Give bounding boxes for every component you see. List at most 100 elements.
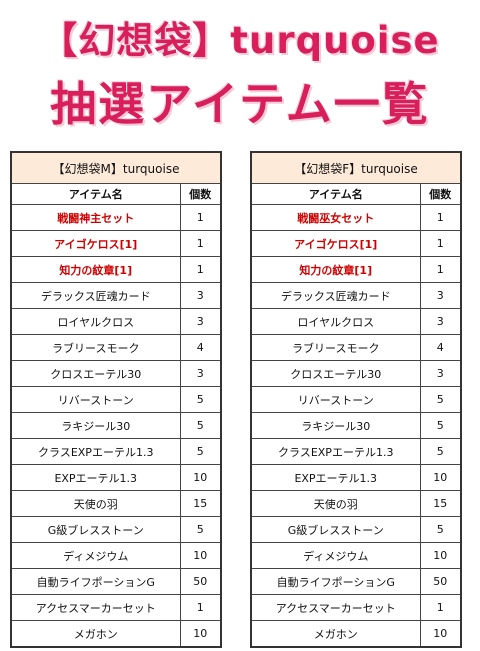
item-name: 戦闘神主セット: [10, 204, 181, 231]
item-quantity: 4: [179, 334, 222, 361]
table-row: ロイヤルクロス 3: [10, 308, 222, 335]
item-quantity: 5: [179, 438, 222, 465]
page-title: 【幻想袋】turquoise: [40, 19, 440, 62]
item-name: ロイヤルクロス: [250, 308, 421, 335]
item-quantity: 1: [179, 594, 222, 621]
item-name: デラックス匠魂カード: [10, 282, 181, 309]
item-quantity: 10: [179, 542, 222, 569]
table-row: メガホン 10: [10, 620, 222, 648]
table-row: 戦闘神主セット 1: [10, 204, 222, 231]
table-row: EXPエーテル1.3 10: [250, 464, 462, 491]
item-name: ラブリースモーク: [10, 334, 181, 361]
table-row: クラスEXPエーテル1.3 5: [250, 438, 462, 465]
item-quantity: 50: [179, 568, 222, 595]
item-quantity: 10: [419, 464, 462, 491]
table-row: ラキジール30 5: [10, 412, 222, 439]
item-name: 天使の羽: [10, 490, 181, 517]
table-row: ラブリースモーク 4: [250, 334, 462, 361]
table-row: ディメジウム 10: [10, 542, 222, 569]
column-header-qty: 個数: [179, 183, 222, 205]
column-header-qty: 個数: [419, 183, 462, 205]
item-name: G級ブレスストーン: [250, 516, 421, 543]
item-quantity: 1: [419, 594, 462, 621]
item-quantity: 10: [179, 464, 222, 491]
item-quantity: 1: [179, 230, 222, 257]
item-quantity: 5: [179, 386, 222, 413]
item-quantity: 3: [179, 282, 222, 309]
item-name: メガホン: [10, 620, 181, 648]
table-row: ラキジール30 5: [250, 412, 462, 439]
item-name: アイゴケロス[1]: [250, 230, 421, 257]
item-name: クラスEXPエーテル1.3: [10, 438, 181, 465]
table-row: メガホン 10: [250, 620, 462, 648]
item-quantity: 5: [179, 516, 222, 543]
table-row: 知力の紋章[1] 1: [10, 256, 222, 283]
item-quantity: 10: [419, 620, 462, 648]
table-row: デラックス匠魂カード 3: [250, 282, 462, 309]
table-row: G級ブレスストーン 5: [250, 516, 462, 543]
item-name: ディメジウム: [10, 542, 181, 569]
item-name: 自動ライフポーションG: [250, 568, 421, 595]
item-quantity: 3: [419, 282, 462, 309]
item-name: 自動ライフポーションG: [10, 568, 181, 595]
item-quantity: 10: [179, 620, 222, 648]
item-table-f: 【幻想袋F】turquoise アイテム名 個数 戦闘巫女セット 1 アイゴケロス[…: [250, 151, 463, 648]
column-header-name: アイテム名: [10, 183, 181, 205]
table-caption: 【幻想袋M】turquoise: [10, 151, 222, 184]
table-row: アイゴケロス[1] 1: [10, 230, 222, 257]
item-quantity: 1: [419, 230, 462, 257]
item-quantity: 1: [419, 204, 462, 231]
table-row: ラブリースモーク 4: [10, 334, 222, 361]
item-quantity: 5: [419, 438, 462, 465]
item-name: リバーストーン: [250, 386, 421, 413]
table-row: 天使の羽 15: [250, 490, 462, 517]
item-quantity: 4: [419, 334, 462, 361]
item-name: クラスEXPエーテル1.3: [250, 438, 421, 465]
item-name: 知力の紋章[1]: [10, 256, 181, 283]
item-name: アイゴケロス[1]: [10, 230, 181, 257]
item-quantity: 1: [419, 256, 462, 283]
item-name: リバーストーン: [10, 386, 181, 413]
page-subtitle: 抽選アイテム一覧: [50, 77, 430, 131]
table-caption: 【幻想袋F】turquoise: [250, 151, 462, 184]
item-quantity: 10: [419, 542, 462, 569]
table-row: 戦闘巫女セット 1: [250, 204, 462, 231]
item-quantity: 5: [419, 516, 462, 543]
table-row: リバーストーン 5: [10, 386, 222, 413]
table-row: アイゴケロス[1] 1: [250, 230, 462, 257]
item-name: ロイヤルクロス: [10, 308, 181, 335]
item-name: EXPエーテル1.3: [250, 464, 421, 491]
item-name: ラキジール30: [10, 412, 181, 439]
table-row: クラスEXPエーテル1.3 5: [10, 438, 222, 465]
table-row: アクセスマーカーセット 1: [10, 594, 222, 621]
item-name: ラブリースモーク: [250, 334, 421, 361]
item-quantity: 5: [179, 412, 222, 439]
table-row: 自動ライフポーションG 50: [10, 568, 222, 595]
item-quantity: 3: [179, 308, 222, 335]
table-row: ディメジウム 10: [250, 542, 462, 569]
item-quantity: 50: [419, 568, 462, 595]
item-name: 戦闘巫女セット: [250, 204, 421, 231]
item-quantity: 3: [419, 360, 462, 387]
table-row: 天使の羽 15: [10, 490, 222, 517]
table-row: 自動ライフポーションG 50: [250, 568, 462, 595]
item-table-m: 【幻想袋M】turquoise アイテム名 個数 戦闘神主セット 1 アイゴケロス[…: [10, 151, 223, 648]
item-name: アクセスマーカーセット: [10, 594, 181, 621]
table-row: リバーストーン 5: [250, 386, 462, 413]
item-name: クロスエーテル30: [10, 360, 181, 387]
table-row: 知力の紋章[1] 1: [250, 256, 462, 283]
item-quantity: 1: [179, 204, 222, 231]
table-row: クロスエーテル30 3: [250, 360, 462, 387]
item-quantity: 3: [419, 308, 462, 335]
item-name: メガホン: [250, 620, 421, 648]
item-name: ラキジール30: [250, 412, 421, 439]
item-name: クロスエーテル30: [250, 360, 421, 387]
table-row: クロスエーテル30 3: [10, 360, 222, 387]
table-row: G級ブレスストーン 5: [10, 516, 222, 543]
table-row: ロイヤルクロス 3: [250, 308, 462, 335]
item-quantity: 5: [419, 386, 462, 413]
item-quantity: 1: [179, 256, 222, 283]
item-name: G級ブレスストーン: [10, 516, 181, 543]
item-quantity: 3: [179, 360, 222, 387]
item-quantity: 15: [179, 490, 222, 517]
